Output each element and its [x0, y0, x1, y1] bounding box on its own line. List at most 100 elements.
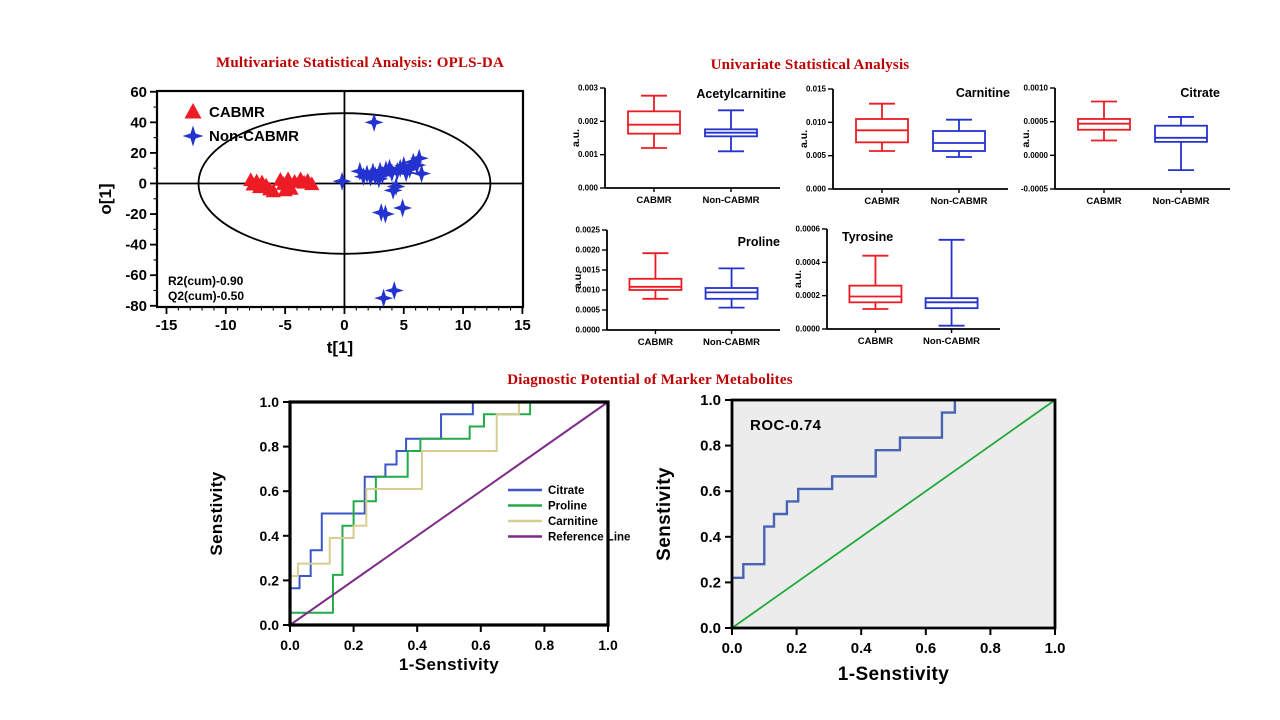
svg-text:0.0: 0.0	[722, 640, 743, 657]
citrate-curve	[290, 401, 492, 590]
roc-single-chart: 0.0 0.0 0.2 0.2 0.4 0.4 0.6 0.6 0.8 0.8 1.0 1.0 ROC-…	[650, 390, 1080, 690]
svg-text:0.8: 0.8	[260, 439, 280, 455]
y-axis-ticks: 0.000 0.001 0.002 0.003	[578, 84, 605, 193]
svg-text:0.000: 0.000	[806, 185, 827, 194]
y-axis-label: a.u.	[792, 270, 804, 288]
category-label: Non-CABMR	[703, 195, 760, 206]
svg-text:0.015: 0.015	[806, 85, 827, 94]
svg-text:0.8: 0.8	[980, 640, 1001, 657]
svg-text:40: 40	[130, 114, 147, 131]
svg-text:0.0025: 0.0025	[576, 226, 601, 235]
metabolite-title: Proline	[738, 235, 780, 249]
svg-text:15: 15	[514, 317, 531, 334]
svg-text:0.0002: 0.0002	[796, 291, 821, 300]
svg-text:60: 60	[130, 84, 147, 101]
svg-text:0.2: 0.2	[260, 572, 280, 588]
carnitine-boxplot: 0.000 0.005 0.010 0.015 CABMR Non-CABMR Carnit…	[798, 80, 1016, 215]
svg-text:0.4: 0.4	[407, 637, 427, 653]
category-label: CABMR	[864, 196, 899, 207]
y-axis-ticks: 0.000 0.005 0.010 0.015	[806, 85, 833, 194]
svg-text:0.0000: 0.0000	[1024, 151, 1049, 160]
acetylcarnitine-boxplot: 0.000 0.001 0.002 0.003 CABMR Non-CABMR Acetyl…	[570, 80, 788, 215]
category-label: Non-CABMR	[931, 196, 988, 207]
univariate-panel-title: Univariate Statistical Analysis	[710, 57, 910, 73]
box-acetylcarnitine-svg: 0.000 0.001 0.002 0.003 CABMR Non-CABMR Acetyl…	[570, 84, 786, 207]
cabmr-box	[627, 94, 681, 149]
svg-text:0.0015: 0.0015	[576, 266, 601, 275]
auc-annotation: ROC-0.74	[750, 417, 822, 434]
svg-text:-40: -40	[125, 237, 147, 254]
svg-text:0.0: 0.0	[260, 617, 280, 633]
svg-text:0.4: 0.4	[851, 640, 873, 657]
svg-text:0.6: 0.6	[260, 483, 280, 499]
svg-text:0.003: 0.003	[578, 84, 599, 93]
q2-annotation: Q2(cum)-0.50	[168, 289, 244, 303]
scatter-legend: CABMR Non-CABMR	[182, 103, 299, 147]
citrate-boxplot: -0.0005 0.0000 0.0005 0.0010 CABMR Non-CABMR C…	[1020, 80, 1238, 215]
non-cabmr-box	[1154, 116, 1208, 172]
svg-text:0.010: 0.010	[806, 118, 827, 127]
svg-text:0.001: 0.001	[578, 150, 599, 159]
x-axis-label: t[1]	[327, 338, 353, 357]
roc-single-svg: 0.00.0 0.2 0.2 0.4 0.4 0.6 0.6 0.8 0.8 1.0 1.0 ROC-…	[654, 392, 1066, 685]
y-axis-ticks: -80 -60 -40 -20 0 20 40 60	[125, 84, 157, 315]
svg-text:0.0005: 0.0005	[576, 306, 601, 315]
roc-panel-title: Diagnostic Potential of Marker Metabolit…	[507, 372, 793, 388]
r2-annotation: R2(cum)-0.90	[168, 274, 244, 288]
roc-legend: Citrate Proline Carnitine Reference Line	[508, 485, 630, 544]
opls-scatter-svg: -15 -10 -5 0 5 10 15 -80 -60 -40 -20 0 20 40 60 CABMR No…	[96, 84, 531, 357]
svg-text:0.8: 0.8	[700, 438, 721, 455]
category-label: CABMR	[1086, 196, 1121, 207]
svg-text:0.2: 0.2	[786, 640, 807, 657]
svg-text:0.005: 0.005	[806, 151, 827, 160]
svg-text:0.0004: 0.0004	[796, 258, 821, 267]
category-label: Non-CABMR	[923, 336, 980, 347]
svg-text:0.0006: 0.0006	[796, 225, 821, 234]
cabmr-box	[855, 102, 909, 152]
metabolite-title: Citrate	[1180, 86, 1220, 100]
svg-text:1.0: 1.0	[1045, 640, 1066, 657]
svg-text:0.0: 0.0	[700, 620, 721, 637]
svg-text:-5: -5	[278, 317, 291, 334]
y-axis-ticks: 0.0000 0.0002 0.0004 0.0006	[796, 225, 827, 334]
svg-text:0.0010: 0.0010	[576, 286, 601, 295]
svg-text:Citrate: Citrate	[548, 485, 584, 497]
svg-text:0.2: 0.2	[700, 574, 721, 591]
x-axis-label: 1-Senstivity	[399, 655, 499, 674]
category-label: Non-CABMR	[703, 337, 760, 348]
non-cabmr-box	[704, 109, 758, 153]
metabolite-title: Carnitine	[956, 86, 1010, 100]
category-label: CABMR	[858, 336, 893, 347]
y-axis-label: o[1]	[96, 183, 115, 214]
svg-text:0.6: 0.6	[471, 637, 491, 653]
x-axis-ticks: -15 -10 -5 0 5 10 15	[156, 307, 531, 334]
svg-text:0.000: 0.000	[578, 184, 599, 193]
y-axis-ticks: -0.0005 0.0000 0.0005 0.0010	[1021, 84, 1055, 194]
axis-ticks: 0.00.0 0.2 0.2 0.4 0.4 0.6 0.6 0.8 0.8 1.0 1.0	[260, 394, 618, 653]
reference-curve	[731, 399, 1056, 629]
svg-text:-15: -15	[156, 317, 178, 334]
svg-text:1.0: 1.0	[260, 394, 280, 410]
metabolite-title: Tyrosine	[842, 230, 893, 244]
svg-text:1.0: 1.0	[598, 637, 618, 653]
box-citrate-svg: -0.0005 0.0000 0.0005 0.0010 CABMR Non-CABMR C…	[1020, 84, 1230, 207]
reference-line-curve	[289, 401, 609, 626]
metabolite-title: Acetylcarnitine	[696, 87, 786, 101]
opls-scatter-chart: -15 -10 -5 0 5 10 15 -80 -60 -40 -20 0 20 40 60 CABMR No…	[95, 78, 565, 366]
y-axis-label: a.u.	[570, 129, 582, 147]
svg-text:Carnitine: Carnitine	[548, 516, 598, 528]
y-axis-label: Senstivity	[207, 471, 226, 555]
svg-text:0.002: 0.002	[578, 117, 599, 126]
box-carnitine-svg: 0.000 0.005 0.010 0.015 CABMR Non-CABMR Carnit…	[798, 85, 1010, 208]
category-label: CABMR	[638, 337, 673, 348]
svg-text:0.6: 0.6	[700, 483, 721, 500]
roc-multi-chart: 0.0 0.0 0.2 0.2 0.4 0.4 0.6 0.6 0.8 0.8 1.0 1.0 Citr…	[200, 390, 640, 690]
proline-curve	[290, 401, 539, 614]
opls-panel-title: Multivariate Statistical Analysis: OPLS-…	[216, 55, 504, 71]
box-proline-svg: 0.0000 0.0005 0.0010 0.0015 0.0020 0.0025 CABM…	[572, 226, 780, 349]
svg-text:0.0020: 0.0020	[576, 246, 601, 255]
y-axis-label: a.u.	[798, 130, 810, 148]
svg-text:Reference Line: Reference Line	[548, 532, 630, 544]
svg-text:-0.0005: -0.0005	[1021, 185, 1049, 194]
